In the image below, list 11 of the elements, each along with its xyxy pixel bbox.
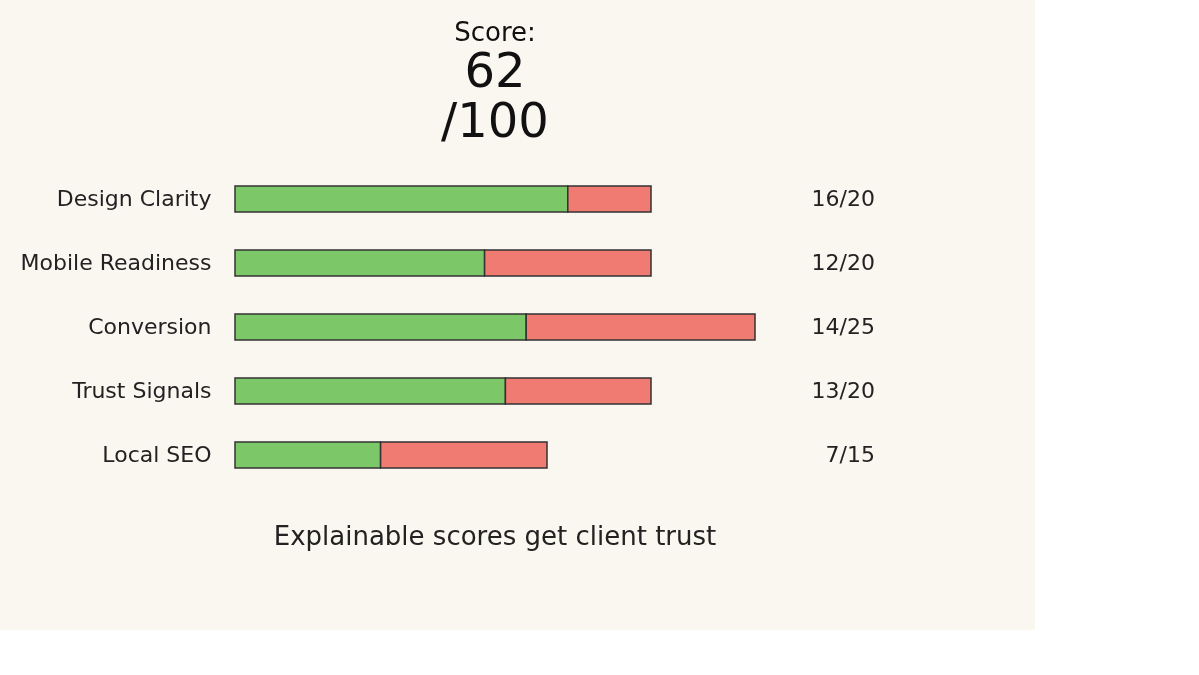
y-tick-label: Mobile Readiness bbox=[20, 250, 212, 275]
y-tick-label: Trust Signals bbox=[71, 378, 212, 403]
data-label: 13/20 bbox=[811, 378, 875, 403]
y-tick-label: Conversion bbox=[88, 314, 212, 339]
data-label: 7/15 bbox=[825, 442, 875, 467]
data-label: 14/25 bbox=[811, 314, 875, 339]
data-label: 16/20 bbox=[811, 186, 875, 211]
y-tick-label: Local SEO bbox=[102, 442, 212, 467]
text: Explainable scores get client trust bbox=[273, 521, 717, 551]
y-tick-label: Design Clarity bbox=[56, 186, 212, 211]
data-label: 12/20 bbox=[811, 250, 875, 275]
